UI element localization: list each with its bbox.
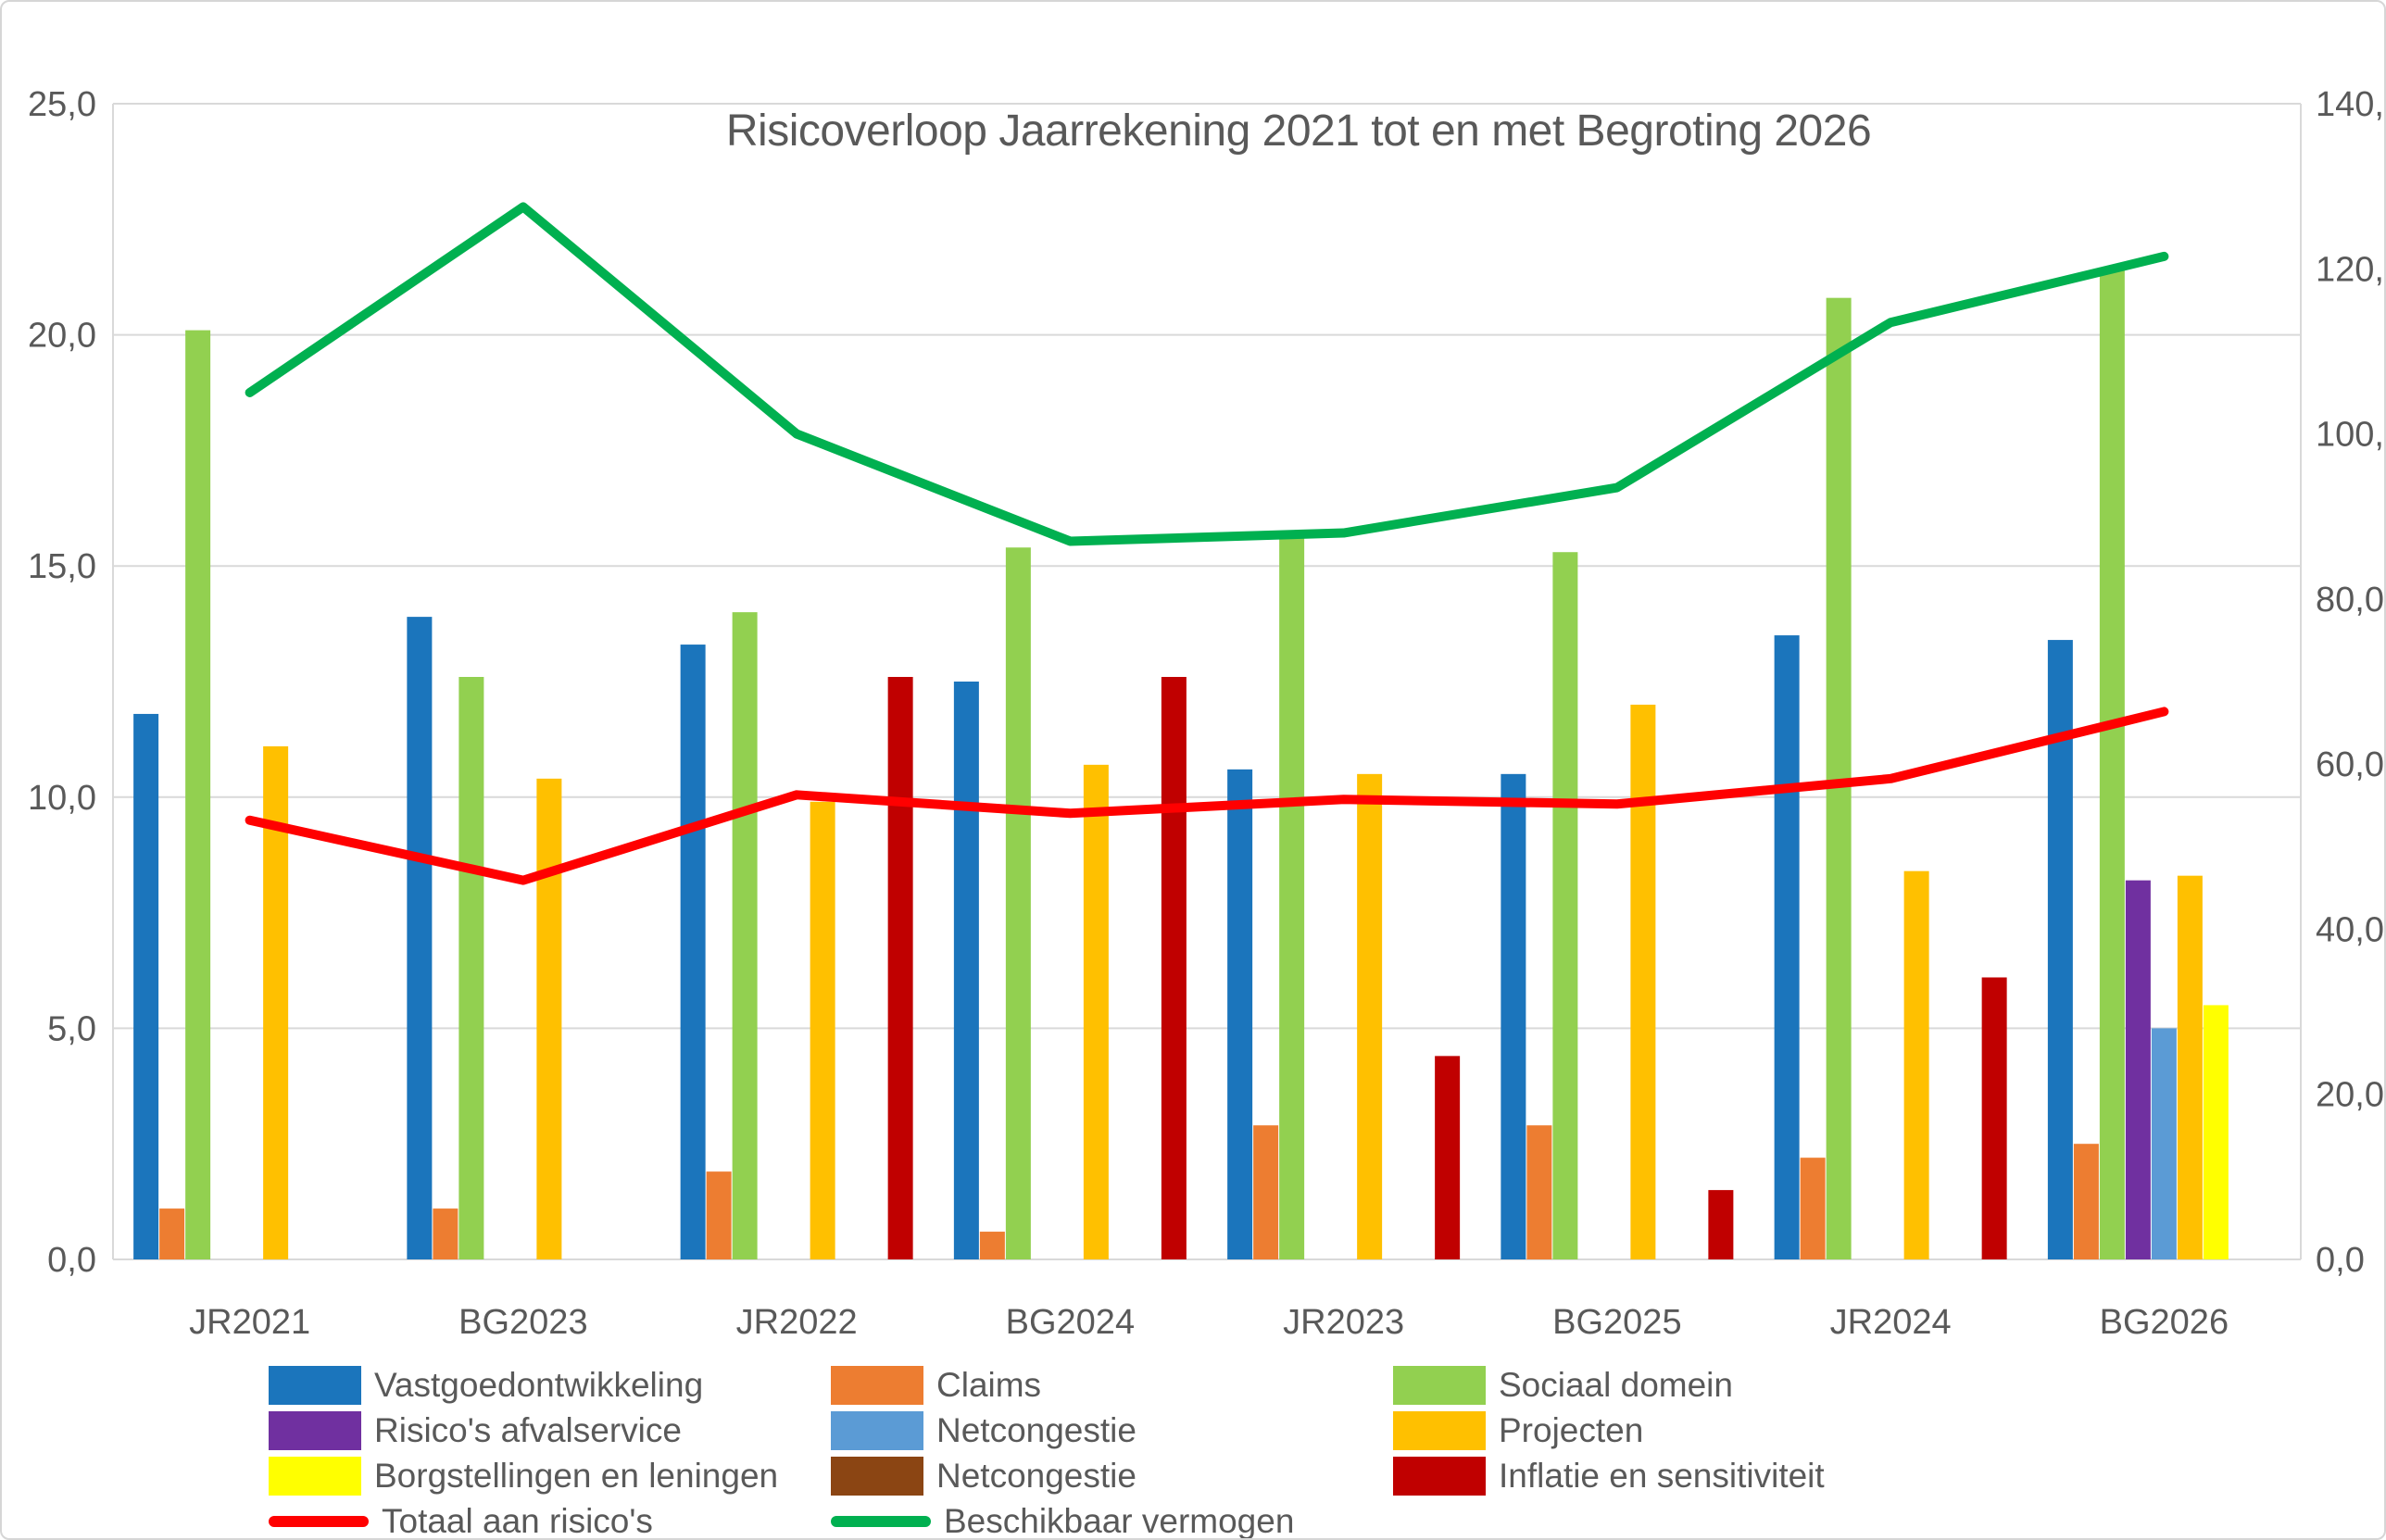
right-axis-tick-label: 0,0 [2316, 1241, 2365, 1280]
left-axis-tick-label: 15,0 [28, 547, 96, 586]
bar-inflatie-en-sensitiviteit [1708, 1190, 1734, 1259]
left-axis-tick-label: 0,0 [47, 1241, 96, 1280]
left-axis-tick-label: 25,0 [28, 85, 96, 124]
bar-projecten [536, 778, 562, 1259]
right-axis-tick-label: 80,0 [2316, 581, 2384, 620]
bar-vastgoedontwikkeling [1227, 769, 1253, 1259]
series-line-beschikbaar-vermogen [245, 202, 2169, 546]
left-axis-tick-label: 10,0 [28, 779, 96, 818]
x-axis-category-label: BG2026 [2100, 1303, 2229, 1342]
x-axis-category-label: JR2024 [1830, 1303, 1952, 1342]
bar-projecten [810, 801, 835, 1259]
bar-claims [1526, 1125, 1552, 1259]
bar-netcongestie [2151, 1028, 2177, 1259]
bar-projecten [1630, 704, 1656, 1259]
bar-inflatie-en-sensitiviteit [1981, 977, 2007, 1259]
bar-sociaal-domein [185, 330, 211, 1259]
bar-claims [433, 1208, 458, 1259]
bar-sociaal-domein [458, 677, 484, 1259]
bar-sociaal-domein [1005, 547, 1031, 1259]
bar-projecten [1083, 764, 1109, 1259]
bar-claims [1800, 1158, 1826, 1259]
bar-claims [1253, 1125, 1279, 1259]
series-line-totaal-aan-risico-s [245, 707, 2169, 885]
bar-projecten [2177, 875, 2203, 1259]
bar-vastgoedontwikkeling [407, 617, 433, 1259]
bar-sociaal-domein [1552, 552, 1578, 1259]
bar-claims [2073, 1144, 2099, 1259]
x-axis-category-label: BG2023 [458, 1303, 587, 1342]
right-axis-tick-label: 140,0 [2316, 85, 2386, 124]
bar-projecten [1903, 870, 1929, 1259]
right-axis-tick-label: 60,0 [2316, 745, 2384, 784]
bar-vastgoedontwikkeling [1774, 635, 1800, 1259]
x-axis-category-label: JR2022 [736, 1303, 858, 1342]
bar-inflatie-en-sensitiviteit [887, 677, 913, 1259]
left-axis-tick-label: 5,0 [47, 1009, 96, 1048]
bar-sociaal-domein [2099, 269, 2125, 1259]
bar-vastgoedontwikkeling [133, 713, 159, 1259]
bar-vastgoedontwikkeling [953, 682, 979, 1259]
bar-sociaal-domein [1279, 538, 1305, 1259]
chart-title: Risicoverloop Jaarrekening 2021 tot en m… [725, 106, 1872, 156]
right-axis-tick-label: 20,0 [2316, 1076, 2384, 1115]
bar-claims [159, 1208, 185, 1259]
right-axis-tick-label: 120,0 [2316, 250, 2386, 289]
x-axis-category-label: BG2024 [1006, 1303, 1135, 1342]
right-axis-tick-label: 40,0 [2316, 910, 2384, 949]
x-axis-category-label: JR2023 [1283, 1303, 1404, 1342]
bar-inflatie-en-sensitiviteit [1161, 677, 1187, 1259]
bar-claims [979, 1232, 1005, 1259]
bar-sociaal-domein [732, 612, 758, 1259]
bar-claims [706, 1171, 732, 1259]
bar-vastgoedontwikkeling [680, 645, 706, 1259]
bar-borgstellingen-en-leningen [2203, 1005, 2229, 1259]
left-axis-tick-label: 20,0 [28, 317, 96, 356]
bar-vastgoedontwikkeling [1501, 773, 1526, 1259]
bar-inflatie-en-sensitiviteit [1435, 1056, 1461, 1259]
bar-projecten [1357, 773, 1383, 1259]
x-axis-category-label: BG2025 [1552, 1303, 1681, 1342]
bar-risico-s-afvalservice [2125, 880, 2151, 1259]
right-axis-tick-label: 100,0 [2316, 416, 2386, 455]
x-axis-category-label: JR2021 [189, 1303, 310, 1342]
